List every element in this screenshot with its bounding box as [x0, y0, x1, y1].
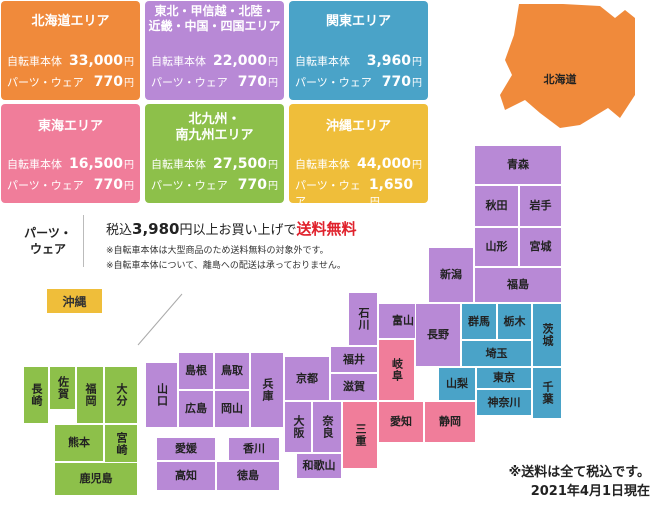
- pref-kumamoto[interactable]: 熊本: [54, 424, 104, 462]
- pref-akita[interactable]: 秋田: [474, 185, 519, 227]
- pref-kyoto[interactable]: 京都: [284, 356, 330, 401]
- pref-yamagata[interactable]: 山形: [474, 227, 519, 267]
- pref-miyagi[interactable]: 宮城: [519, 227, 562, 267]
- pref-ibaraki[interactable]: 茨城: [532, 303, 562, 367]
- pref-mie[interactable]: 三重: [342, 401, 378, 469]
- pref-kagawa[interactable]: 香川: [228, 437, 280, 461]
- pref-fukuoka[interactable]: 福岡: [76, 366, 104, 424]
- card-title: 東北・甲信越・北陸・ 近畿・中国・四国エリア: [148, 4, 281, 33]
- bike-price-row: 自転車本体 44,000円: [295, 156, 422, 172]
- pref-shiga[interactable]: 滋賀: [330, 373, 378, 401]
- pref-aomori[interactable]: 青森: [474, 145, 562, 185]
- okinawa-badge: 沖縄: [47, 289, 102, 313]
- parts-price-row: パーツ・ウェア 770円: [7, 74, 134, 90]
- pref-shimane[interactable]: 島根: [178, 352, 214, 390]
- card-title: 北九州・ 南九州エリア: [175, 112, 254, 143]
- pref-fukui[interactable]: 福井: [330, 346, 378, 373]
- pref-kanagawa[interactable]: 神奈川: [476, 389, 532, 416]
- pref-hyogo[interactable]: 兵庫: [250, 352, 284, 428]
- note-large-item: ※自転車本体は大型商品のため送料無料の対象外です。: [106, 246, 329, 256]
- card-hokkaido: 北海道エリア 自転車本体 33,000円 パーツ・ウェア 770円: [1, 1, 140, 100]
- pref-gifu[interactable]: 岐阜: [378, 339, 415, 401]
- pref-oita[interactable]: 大分: [104, 366, 138, 424]
- pref-nara[interactable]: 奈良: [312, 401, 342, 453]
- effective-date: 2021年4月1日現在: [530, 484, 650, 499]
- pref-wakayama[interactable]: 和歌山: [296, 453, 342, 479]
- pref-miyazaki[interactable]: 宮崎: [104, 424, 138, 464]
- card-kanto: 関東エリア 自転車本体 3,960円 パーツ・ウェア 770円: [289, 1, 428, 100]
- card-title: 東海エリア: [37, 119, 103, 134]
- card-title: 北海道エリア: [31, 14, 110, 29]
- pref-ishikawa[interactable]: 石川: [348, 292, 378, 346]
- parts-wear-label-box: パーツ・ ウェア: [8, 215, 84, 267]
- pref-shizuoka[interactable]: 静岡: [424, 401, 476, 443]
- pref-iwate[interactable]: 岩手: [519, 185, 562, 227]
- parts-price-row: パーツ・ウェア 770円: [151, 177, 278, 193]
- pref-aichi[interactable]: 愛知: [378, 401, 424, 443]
- bike-price-row: 自転車本体 3,960円: [295, 53, 422, 69]
- card-tohoku: 東北・甲信越・北陸・ 近畿・中国・四国エリア 自転車本体 22,000円 パーツ・ウ…: [145, 1, 284, 100]
- card-title: 沖縄エリア: [325, 119, 391, 134]
- bike-price-row: 自転車本体 27,500円: [151, 156, 278, 172]
- pref-tokushima[interactable]: 徳島: [216, 461, 280, 491]
- pref-saitama[interactable]: 埼玉: [461, 340, 532, 367]
- pref-tottori[interactable]: 鳥取: [214, 352, 250, 390]
- pref-yamanashi[interactable]: 山梨: [438, 367, 476, 401]
- free-shipping-promo: 税込3,980円以上お買い上げで送料無料: [106, 220, 357, 238]
- parts-price-row: パーツ・ウェア 770円: [151, 74, 278, 90]
- card-title: 関東エリア: [325, 14, 391, 29]
- bike-price-row: 自転車本体 16,500円: [7, 156, 134, 172]
- parts-wear-label: パーツ・ ウェア: [24, 226, 72, 256]
- pref-osaka[interactable]: 大阪: [284, 401, 312, 453]
- pref-hiroshima[interactable]: 広島: [178, 390, 214, 428]
- parts-price-row: パーツ・ウェア 770円: [295, 74, 422, 90]
- pref-okayama[interactable]: 岡山: [214, 390, 250, 428]
- tax-note: ※送料は全て税込です。: [508, 465, 650, 480]
- pref-nagasaki[interactable]: 長崎: [23, 366, 49, 424]
- pref-saga[interactable]: 佐賀: [49, 366, 76, 410]
- note-remote-island: ※自転車本体について、離島への配送は承っておりません。: [106, 261, 346, 271]
- card-tokai: 東海エリア 自転車本体 16,500円 パーツ・ウェア 770円: [1, 104, 140, 203]
- pref-niigata[interactable]: 新潟: [428, 247, 474, 303]
- pref-tokyo[interactable]: 東京: [476, 367, 532, 389]
- pref-kagoshima[interactable]: 鹿児島: [54, 462, 138, 496]
- pref-tochigi[interactable]: 栃木: [497, 303, 532, 340]
- bike-price-row: 自転車本体 22,000円: [151, 53, 278, 69]
- pref-kochi[interactable]: 高知: [156, 461, 216, 491]
- pref-chiba[interactable]: 千葉: [532, 367, 562, 419]
- pref-ehime[interactable]: 愛媛: [156, 437, 216, 461]
- parts-price-row: パーツ・ウェア 1,650円: [295, 177, 414, 203]
- pref-hokkaido[interactable]: 北海道: [543, 73, 577, 86]
- pref-yamaguchi[interactable]: 山口: [145, 362, 178, 428]
- pref-nagano[interactable]: 長野: [415, 303, 461, 367]
- card-kyushu: 北九州・ 南九州エリア 自転車本体 27,500円 パーツ・ウェア 770円: [145, 104, 284, 203]
- card-okinawa: 沖縄エリア 自転車本体 44,000円 パーツ・ウェア 1,650円: [289, 104, 428, 203]
- pref-gunma[interactable]: 群馬: [461, 303, 497, 340]
- parts-price-row: パーツ・ウェア 770円: [7, 177, 134, 193]
- bike-price-row: 自転車本体 33,000円: [7, 53, 134, 69]
- pref-fukushima[interactable]: 福島: [474, 267, 562, 303]
